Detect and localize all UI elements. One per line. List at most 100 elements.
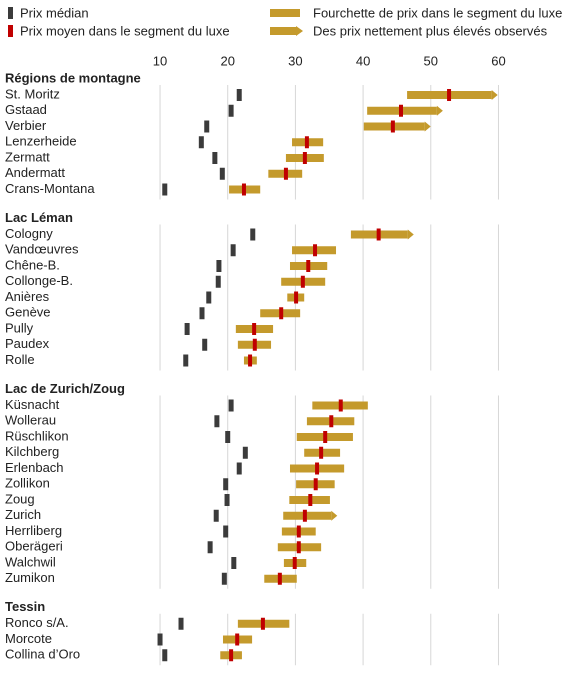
- mean-mark: [315, 462, 320, 475]
- row-label: Zermatt: [5, 149, 50, 164]
- mean-mark: [277, 572, 282, 585]
- median-mark: [219, 167, 225, 180]
- row-label: Gstaad: [5, 102, 47, 117]
- row-label: Genève: [5, 305, 51, 320]
- x-tick-label: 10: [153, 53, 167, 68]
- mean-mark: [260, 617, 265, 630]
- median-mark: [213, 509, 219, 522]
- median-mark: [157, 633, 163, 646]
- row-label: Herrliberg: [5, 523, 62, 538]
- group-title: Lac Léman: [5, 210, 73, 225]
- mean-mark: [338, 399, 343, 412]
- mean-mark: [319, 446, 324, 459]
- legend-range-swatch: [270, 9, 300, 17]
- row-label: Verbier: [5, 118, 47, 133]
- row-label: Oberägeri: [5, 539, 63, 554]
- legend-higher-arrow: [296, 26, 303, 36]
- median-mark: [202, 338, 208, 351]
- row-label: Crans-Montana: [5, 181, 95, 196]
- row-label: Chêne-B.: [5, 257, 60, 272]
- x-tick-label: 30: [288, 53, 302, 68]
- row-label: Zoug: [5, 491, 35, 506]
- legend-higher-swatch: [270, 27, 296, 35]
- mean-mark: [304, 136, 309, 149]
- group-title: Lac de Zurich/Zoug: [5, 381, 125, 396]
- legend-label: Prix moyen dans le segment du luxe: [20, 23, 230, 38]
- median-mark: [228, 104, 234, 117]
- mean-mark: [296, 525, 301, 538]
- mean-mark: [283, 167, 288, 180]
- row-label: Küsnacht: [5, 397, 60, 412]
- median-mark: [242, 446, 248, 459]
- median-mark: [215, 275, 221, 288]
- row-label: Vandœuvres: [5, 242, 79, 257]
- median-mark: [216, 260, 222, 272]
- mean-mark: [308, 494, 313, 506]
- row-label: Paudex: [5, 336, 50, 351]
- row-label: Erlenbach: [5, 460, 64, 475]
- mean-mark: [252, 323, 257, 335]
- median-mark: [230, 244, 236, 257]
- mean-mark: [229, 649, 234, 662]
- x-tick-label: 20: [220, 53, 234, 68]
- row-label: Collonge-B.: [5, 273, 73, 288]
- median-mark: [223, 525, 229, 538]
- mean-mark: [294, 291, 299, 304]
- range-bar: [283, 511, 332, 520]
- group-title: Régions de montagne: [5, 70, 141, 85]
- row-label: Walchwil: [5, 554, 56, 569]
- legend-label: Des prix nettement plus élevés observés: [313, 23, 548, 38]
- mean-mark: [390, 120, 395, 133]
- higher-arrow: [424, 121, 431, 132]
- row-label: Pully: [5, 320, 34, 335]
- mean-mark: [302, 152, 307, 164]
- row-label: Rüschlikon: [5, 428, 69, 443]
- median-mark: [225, 431, 231, 443]
- higher-arrow: [331, 510, 338, 521]
- mean-mark: [447, 89, 452, 101]
- mean-mark: [300, 275, 305, 288]
- median-mark: [207, 541, 213, 554]
- legend-label: Prix médian: [20, 5, 89, 20]
- median-mark: [236, 462, 242, 475]
- row-label: Wollerau: [5, 413, 56, 428]
- row-label: Zollikon: [5, 476, 50, 491]
- median-mark: [223, 478, 229, 491]
- median-mark: [224, 494, 230, 506]
- median-mark: [178, 617, 184, 630]
- row-label: Rolle: [5, 352, 35, 367]
- median-mark: [214, 415, 220, 428]
- mean-mark: [323, 431, 328, 443]
- mean-mark: [329, 415, 334, 428]
- mean-mark: [296, 541, 301, 554]
- row-label: Cologny: [5, 226, 53, 241]
- median-mark: [236, 89, 242, 101]
- mean-mark: [376, 228, 381, 241]
- legend-median-swatch: [8, 7, 13, 19]
- row-label: Lenzerheide: [5, 134, 77, 149]
- median-mark: [206, 291, 212, 304]
- row-label: Collina d’Oro: [5, 647, 80, 662]
- mean-mark: [279, 307, 284, 320]
- higher-arrow: [491, 90, 498, 100]
- row-label: Zurich: [5, 507, 41, 522]
- x-tick-label: 40: [356, 53, 370, 68]
- row-label: Andermatt: [5, 165, 65, 180]
- median-mark: [184, 323, 190, 335]
- mean-mark: [241, 183, 246, 196]
- mean-mark: [248, 354, 253, 367]
- median-mark: [231, 557, 237, 569]
- row-label: Kilchberg: [5, 444, 59, 459]
- mean-mark: [306, 260, 311, 272]
- mean-mark: [292, 557, 297, 569]
- x-tick-label: 50: [424, 53, 438, 68]
- mean-mark: [313, 478, 318, 491]
- mean-mark: [302, 509, 307, 522]
- median-mark: [162, 649, 168, 662]
- row-label: Ronco s/A.: [5, 615, 69, 630]
- mean-mark: [313, 244, 318, 257]
- median-mark: [183, 354, 189, 367]
- legend-label: Fourchette de prix dans le segment du lu…: [313, 5, 562, 20]
- row-label: Zumikon: [5, 570, 55, 585]
